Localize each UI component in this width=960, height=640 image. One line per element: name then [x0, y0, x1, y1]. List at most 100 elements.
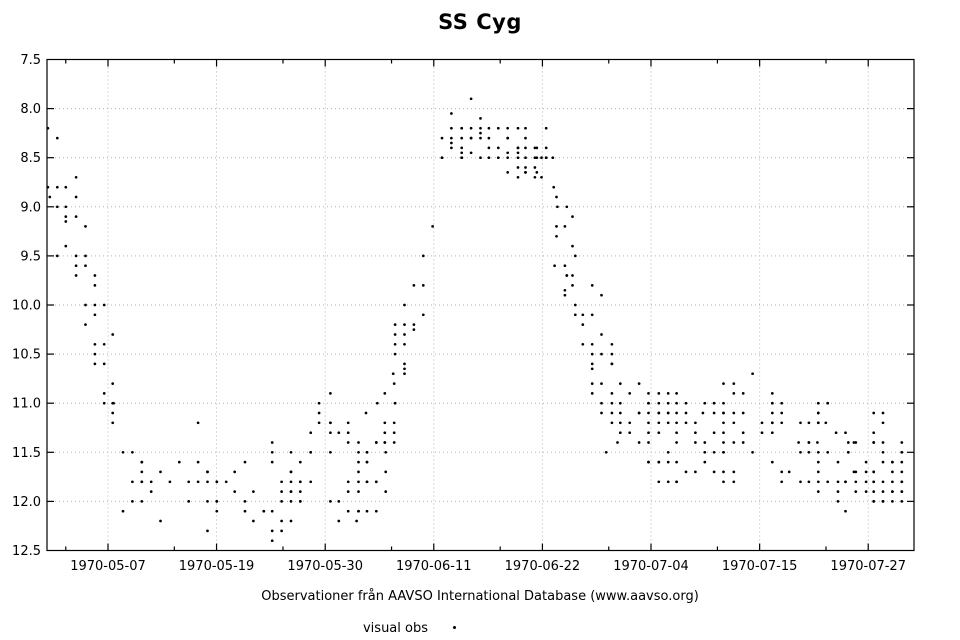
observation-dot: [816, 450, 820, 454]
observation-dot: [403, 303, 406, 307]
observation-dot: [450, 141, 453, 145]
observation-dot: [524, 126, 527, 130]
observation-dot: [168, 480, 172, 484]
y-tick-label: 12.0: [12, 495, 41, 510]
observation-dot: [215, 480, 219, 484]
observation-dot: [846, 450, 850, 454]
observation-dot: [799, 421, 802, 425]
observation-dot: [357, 470, 360, 474]
observation-dot: [770, 421, 774, 425]
observation-dot: [722, 411, 725, 415]
observation-dot: [694, 470, 697, 474]
observation-dot: [357, 480, 360, 484]
observation-dot: [712, 470, 716, 474]
observation-dot: [93, 284, 97, 287]
observation-dot: [703, 441, 707, 444]
observation-dot: [460, 136, 464, 140]
observation-dot: [111, 411, 115, 415]
observation-dot: [600, 411, 603, 415]
observation-dot: [780, 411, 784, 415]
observation-dot: [392, 382, 396, 385]
observation-dot: [826, 401, 830, 405]
observation-dot: [610, 392, 614, 395]
observation-dot: [732, 441, 736, 444]
observation-dot: [590, 313, 594, 317]
observation-dot: [93, 362, 97, 366]
observation-dot: [102, 342, 106, 346]
x-tick-label: 1970-05-19: [179, 559, 255, 574]
observation-dot: [647, 392, 650, 395]
observation-dot: [807, 421, 811, 425]
observation-dot: [881, 490, 885, 493]
observation-dot: [647, 411, 650, 415]
observation-dot: [309, 450, 313, 454]
observation-dot: [329, 392, 332, 395]
observation-dot: [647, 431, 650, 435]
y-tick-label: 10.0: [12, 299, 41, 314]
y-tick-label: 9.0: [20, 200, 41, 215]
observation-dot: [872, 480, 876, 484]
observation-dot: [74, 175, 78, 179]
legend: visual obs: [0, 619, 960, 637]
observation-dot: [872, 470, 876, 474]
observation-dot: [694, 431, 697, 435]
observation-dot: [891, 470, 894, 474]
observation-dot: [573, 254, 577, 258]
observation-dot: [675, 421, 678, 425]
observation-dot: [657, 431, 661, 435]
observation-dot: [102, 392, 106, 395]
observation-dot: [516, 175, 520, 179]
observation-dot: [84, 323, 87, 326]
observation-dot: [864, 480, 868, 484]
observation-dot: [149, 490, 153, 493]
observation-dot: [722, 421, 725, 425]
observation-dot: [403, 372, 406, 376]
observation-dot: [647, 401, 650, 405]
y-tick-label: 11.0: [12, 397, 41, 412]
observation-dot: [807, 480, 811, 484]
observation-dot: [770, 460, 774, 464]
observation-dot: [590, 284, 594, 287]
observation-dot: [337, 431, 341, 435]
observation-dot: [590, 367, 594, 371]
observation-dot: [816, 460, 820, 464]
observation-dot: [807, 441, 811, 444]
observation-dot: [816, 470, 820, 474]
observation-dot: [900, 490, 904, 493]
observation-dot: [346, 431, 350, 435]
observation-dot: [383, 431, 387, 435]
observation-dot: [684, 401, 688, 405]
observation-dot: [864, 460, 868, 464]
observation-dot: [375, 401, 379, 405]
observation-dot: [346, 421, 350, 425]
legend-label: visual obs: [362, 621, 428, 636]
observation-dot: [64, 215, 68, 218]
observation-dot: [196, 480, 200, 484]
x-tick-label: 1970-07-04: [613, 559, 689, 574]
observation-dot: [836, 490, 840, 493]
observation-dot: [309, 480, 313, 484]
observation-dot: [590, 352, 594, 356]
observation-dot: [298, 490, 302, 493]
observation-dot: [854, 480, 858, 484]
observation-dot: [516, 151, 520, 155]
observation-dot: [346, 509, 350, 513]
observation-dot: [816, 421, 820, 425]
observation-dot: [834, 431, 838, 435]
observation-dot: [703, 450, 707, 454]
observation-dot: [657, 411, 661, 415]
observation-dot: [393, 401, 397, 405]
observation-dot: [604, 450, 608, 454]
observation-dot: [102, 362, 106, 366]
observation-dot: [581, 313, 585, 317]
observation-dot: [346, 490, 350, 493]
observation-dot: [270, 460, 274, 464]
observation-dot: [516, 166, 520, 169]
observation-dot: [421, 254, 425, 258]
chart-title: SS Cyg: [438, 10, 522, 34]
observation-dot: [206, 529, 209, 533]
observation-dot: [571, 215, 574, 218]
observation-dot: [391, 372, 395, 376]
observation-dot: [64, 185, 68, 189]
